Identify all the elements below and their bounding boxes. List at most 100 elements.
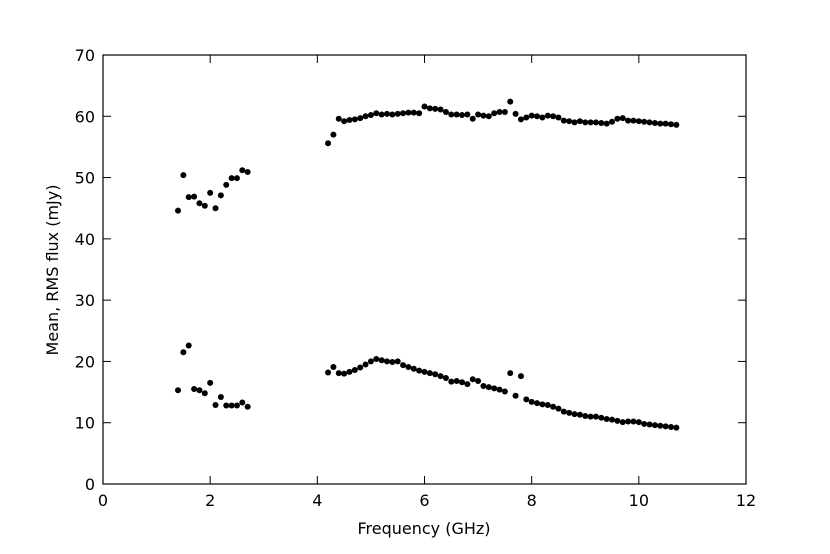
point	[641, 420, 648, 427]
x-tick-label: 10	[629, 491, 649, 510]
y-tick-label: 30	[75, 291, 95, 310]
point	[367, 358, 374, 365]
point	[635, 118, 642, 125]
point	[635, 419, 642, 426]
point	[201, 202, 208, 209]
point	[378, 357, 385, 364]
point	[673, 424, 680, 431]
point	[373, 355, 380, 362]
point	[517, 373, 524, 380]
point	[544, 401, 551, 408]
point	[475, 111, 482, 118]
point	[346, 116, 353, 123]
point	[619, 419, 626, 426]
point	[673, 121, 680, 128]
point	[207, 189, 214, 196]
point	[325, 369, 332, 376]
point	[212, 401, 219, 408]
point	[180, 172, 187, 179]
point	[528, 112, 535, 119]
point	[571, 411, 578, 418]
point	[459, 112, 466, 119]
point	[614, 115, 621, 122]
point	[212, 205, 219, 212]
point	[453, 378, 460, 385]
point	[523, 396, 530, 403]
point	[394, 358, 401, 365]
point	[410, 109, 417, 116]
point	[485, 384, 492, 391]
point	[544, 112, 551, 119]
point	[646, 421, 653, 428]
point	[587, 413, 594, 420]
point	[491, 110, 498, 117]
point	[207, 379, 214, 386]
point	[550, 403, 557, 410]
x-tick-label: 2	[205, 491, 215, 510]
point	[437, 373, 444, 380]
point	[641, 118, 648, 125]
point	[357, 115, 364, 122]
point	[400, 362, 407, 369]
point	[571, 119, 578, 126]
point	[442, 374, 449, 381]
point	[534, 400, 541, 407]
point	[646, 119, 653, 126]
point	[341, 370, 348, 377]
point	[346, 368, 353, 375]
point	[534, 113, 541, 120]
y-tick-label: 60	[75, 107, 95, 126]
point	[191, 193, 198, 200]
point	[416, 367, 423, 374]
point	[667, 424, 674, 431]
point	[378, 111, 385, 118]
point	[566, 118, 573, 125]
point	[614, 417, 621, 424]
point	[351, 367, 358, 374]
point	[389, 111, 396, 118]
point	[383, 110, 390, 117]
point	[512, 110, 519, 117]
point	[667, 121, 674, 128]
point	[244, 169, 251, 176]
point	[630, 418, 637, 425]
point	[405, 363, 412, 370]
point	[453, 111, 460, 118]
point	[603, 120, 610, 127]
point	[217, 192, 224, 199]
x-axis-label: Frequency (GHz)	[357, 519, 490, 538]
point	[421, 368, 428, 375]
point	[566, 409, 573, 416]
point	[400, 110, 407, 117]
point	[223, 402, 230, 409]
point	[459, 379, 466, 386]
point	[362, 361, 369, 368]
y-axis-label: Mean, RMS flux (mJy)	[43, 185, 62, 356]
y-tick-label: 40	[75, 230, 95, 249]
point	[437, 106, 444, 113]
point	[389, 359, 396, 366]
point	[625, 117, 632, 124]
point	[550, 113, 557, 120]
point	[560, 408, 567, 415]
x-tick-label: 6	[419, 491, 429, 510]
point	[576, 411, 583, 418]
point	[464, 381, 471, 388]
point	[480, 112, 487, 119]
point	[625, 418, 632, 425]
point	[576, 118, 583, 125]
point	[469, 115, 476, 122]
point	[185, 194, 192, 201]
point	[475, 378, 482, 385]
point	[619, 115, 626, 122]
y-tick-label: 70	[75, 46, 95, 65]
point	[657, 120, 664, 127]
point	[448, 111, 455, 118]
point	[598, 120, 605, 127]
point	[592, 119, 599, 126]
point	[657, 422, 664, 429]
point	[421, 103, 428, 110]
point	[426, 105, 433, 112]
point	[196, 200, 203, 207]
